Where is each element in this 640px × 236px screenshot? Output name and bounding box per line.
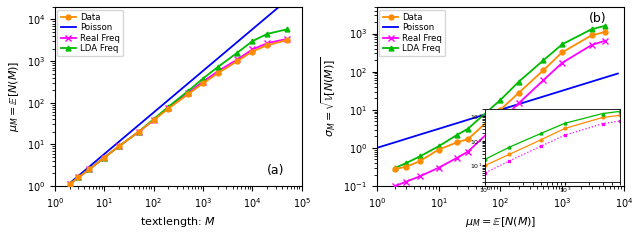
- Y-axis label: $\sigma_M = \sqrt{\mathbb{V}[N(M)]}$: $\sigma_M = \sqrt{\mathbb{V}[N(M)]}$: [319, 56, 338, 137]
- Legend: Data, Poisson, Real Freq, LDA Freq: Data, Poisson, Real Freq, LDA Freq: [380, 9, 445, 56]
- Legend: Data, Poisson, Real Freq, LDA Freq: Data, Poisson, Real Freq, LDA Freq: [58, 9, 123, 56]
- Text: (b): (b): [589, 12, 607, 25]
- X-axis label: $\mu_M = \mathbb{E}[N(M)]$: $\mu_M = \mathbb{E}[N(M)]$: [465, 215, 536, 229]
- Text: (a): (a): [267, 164, 284, 177]
- Y-axis label: $\mu_M = \mathbb{E}[N(M)]$: $\mu_M = \mathbb{E}[N(M)]$: [7, 61, 21, 132]
- X-axis label: textlength: $M$: textlength: $M$: [140, 215, 216, 229]
